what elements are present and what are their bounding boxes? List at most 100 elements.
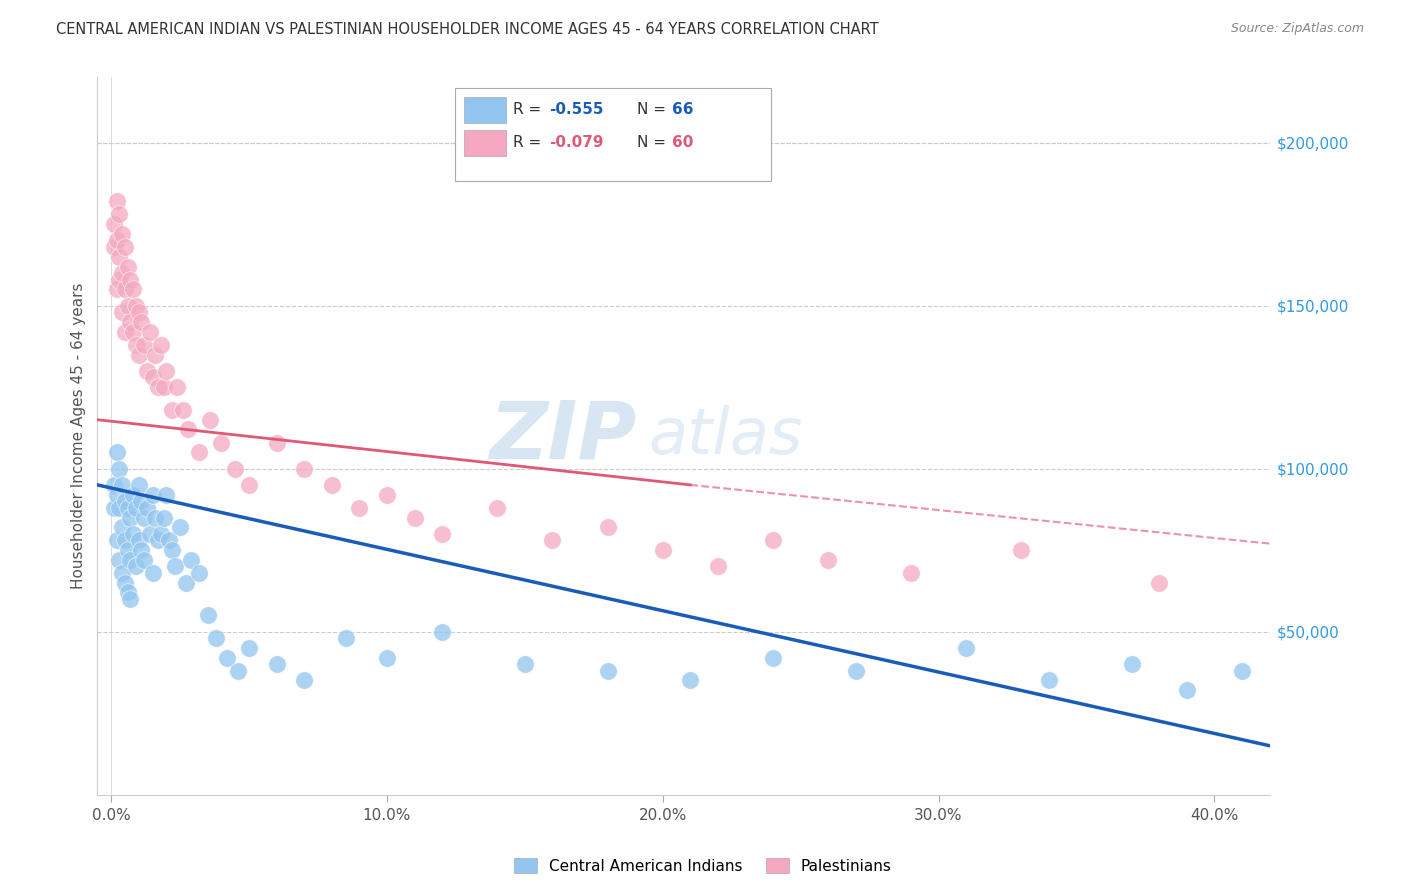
Point: [146, 380, 169, 394]
Point: [120, 315, 142, 329]
Point: [205, 631, 228, 645]
Text: N =: N =: [637, 136, 671, 150]
Point: [152, 380, 174, 394]
Point: [117, 585, 139, 599]
Point: [139, 325, 162, 339]
Point: [125, 299, 148, 313]
Point: [141, 488, 163, 502]
Point: [200, 413, 222, 427]
Point: [125, 500, 148, 515]
Point: [105, 282, 128, 296]
Point: [651, 543, 673, 558]
Point: [375, 488, 398, 502]
Point: [134, 553, 156, 567]
Point: [111, 305, 134, 319]
Point: [136, 500, 159, 515]
Point: [103, 478, 125, 492]
Point: [238, 478, 260, 492]
Point: [160, 543, 183, 558]
Point: [404, 510, 426, 524]
Point: [114, 282, 136, 296]
Text: -0.079: -0.079: [548, 136, 603, 150]
Point: [596, 664, 619, 678]
Point: [117, 299, 139, 313]
Point: [292, 461, 315, 475]
Point: [114, 533, 136, 548]
Point: [103, 240, 125, 254]
Point: [188, 445, 211, 459]
Point: [335, 631, 357, 645]
Point: [117, 543, 139, 558]
Point: [146, 533, 169, 548]
Point: [114, 494, 136, 508]
Point: [513, 657, 536, 672]
Point: [122, 488, 145, 502]
Point: [105, 488, 128, 502]
Point: [131, 494, 153, 508]
Point: [430, 624, 453, 639]
Point: [128, 478, 150, 492]
Point: [1038, 673, 1060, 688]
Point: [169, 520, 191, 534]
Point: [141, 370, 163, 384]
Point: [292, 673, 315, 688]
Text: 66: 66: [672, 103, 693, 117]
Point: [238, 640, 260, 655]
Point: [141, 566, 163, 580]
Point: [120, 553, 142, 567]
Point: [157, 533, 180, 548]
Point: [131, 543, 153, 558]
Point: [120, 592, 142, 607]
Legend: Central American Indians, Palestinians: Central American Indians, Palestinians: [508, 852, 898, 880]
Point: [1230, 664, 1253, 678]
Point: [155, 364, 177, 378]
Point: [486, 500, 509, 515]
Point: [817, 553, 839, 567]
Point: [103, 500, 125, 515]
FancyBboxPatch shape: [456, 88, 772, 181]
Point: [226, 664, 249, 678]
Point: [375, 650, 398, 665]
Point: [180, 553, 202, 567]
Text: R =: R =: [513, 103, 547, 117]
Point: [1121, 657, 1143, 672]
Point: [134, 337, 156, 351]
Point: [108, 272, 131, 286]
Text: N =: N =: [637, 103, 671, 117]
Point: [172, 403, 194, 417]
Point: [143, 510, 166, 524]
Point: [197, 608, 219, 623]
Point: [160, 403, 183, 417]
Point: [111, 566, 134, 580]
Text: CENTRAL AMERICAN INDIAN VS PALESTINIAN HOUSEHOLDER INCOME AGES 45 - 64 YEARS COR: CENTRAL AMERICAN INDIAN VS PALESTINIAN H…: [56, 22, 879, 37]
Point: [114, 325, 136, 339]
Point: [105, 194, 128, 209]
Point: [111, 227, 134, 241]
Point: [215, 650, 238, 665]
Point: [177, 422, 200, 436]
Text: 60: 60: [672, 136, 693, 150]
Point: [596, 520, 619, 534]
Point: [955, 640, 977, 655]
Text: R =: R =: [513, 136, 547, 150]
Point: [707, 559, 730, 574]
Point: [108, 207, 131, 221]
Point: [103, 217, 125, 231]
FancyBboxPatch shape: [464, 130, 506, 155]
Point: [117, 500, 139, 515]
Point: [845, 664, 868, 678]
Point: [114, 575, 136, 590]
Point: [122, 282, 145, 296]
Point: [117, 260, 139, 274]
Text: atlas: atlas: [648, 405, 803, 467]
Point: [149, 526, 172, 541]
Point: [762, 533, 785, 548]
Point: [136, 364, 159, 378]
Point: [128, 347, 150, 361]
Point: [122, 526, 145, 541]
Point: [122, 325, 145, 339]
Point: [266, 435, 288, 450]
Point: [163, 559, 186, 574]
Point: [155, 488, 177, 502]
Point: [120, 272, 142, 286]
